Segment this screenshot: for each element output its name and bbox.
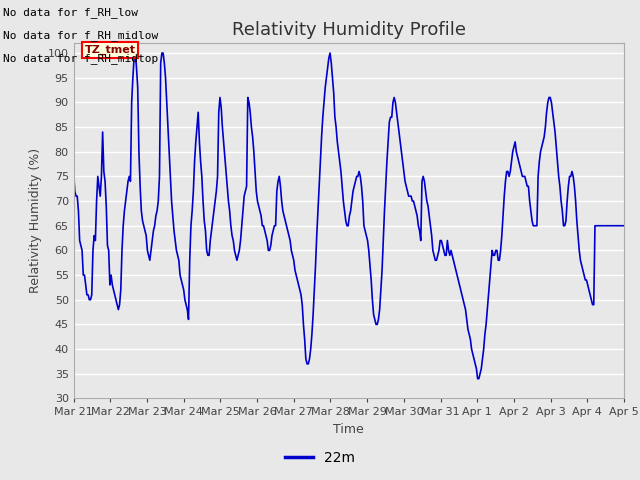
X-axis label: Time: Time [333, 423, 364, 436]
Legend: 22m: 22m [280, 445, 360, 471]
Title: Relativity Humidity Profile: Relativity Humidity Profile [232, 21, 466, 39]
Text: No data for f_RH_midlow: No data for f_RH_midlow [3, 30, 159, 41]
Y-axis label: Relativity Humidity (%): Relativity Humidity (%) [29, 148, 42, 293]
Text: TZ_tmet: TZ_tmet [84, 45, 136, 55]
Text: No data for f_RH_low: No data for f_RH_low [3, 7, 138, 18]
Text: No data for f_RH_midtop: No data for f_RH_midtop [3, 53, 159, 64]
